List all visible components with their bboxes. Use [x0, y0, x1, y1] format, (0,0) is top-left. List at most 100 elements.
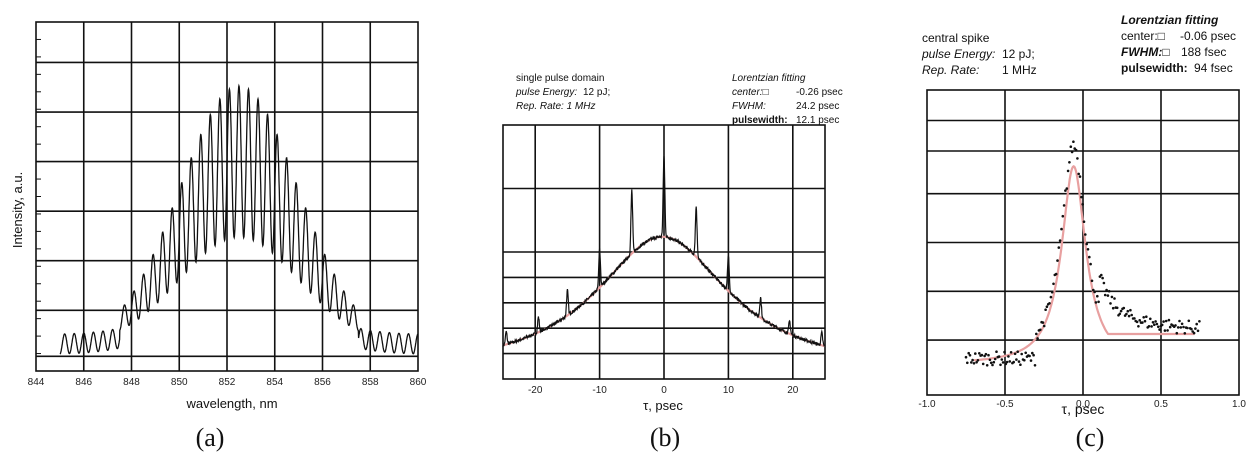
panel-c-point-83 [1074, 148, 1078, 152]
panel-c-frame [926, 89, 1240, 396]
panel-c-point-165 [1183, 332, 1187, 335]
panel-b-xtick-4: 20 [787, 385, 799, 396]
panel-c-point-144 [1155, 322, 1159, 326]
panel-c-point-20 [991, 363, 994, 367]
panel-b-fit-pulsewidth-label: pulsewidth: [732, 115, 788, 126]
panel-b-ticks: -20 -10 0 10 20 [528, 385, 799, 396]
panel-c-point-69 [1056, 259, 1059, 262]
panel-c-xtick-0: -1.0 [918, 399, 936, 410]
panel-c-point-63 [1048, 302, 1051, 305]
panel-c-point-92 [1086, 248, 1090, 251]
panel-c-point-42 [1020, 352, 1023, 356]
panel-c-point-175 [1196, 329, 1200, 333]
panel-c-point-150 [1163, 329, 1167, 332]
panel-c-fit-pulsewidth-label: pulsewidth: [1121, 61, 1188, 75]
panel-c-point-36 [1012, 360, 1015, 364]
panel-c-point-173 [1194, 327, 1197, 330]
panel-a-caption: (a) [196, 423, 225, 452]
panel-c-point-142 [1153, 323, 1156, 327]
panel-c-point-96 [1092, 288, 1095, 292]
panel-c-point-0 [964, 355, 968, 359]
panel-c-point-2 [967, 351, 970, 355]
panel-c-point-76 [1065, 187, 1069, 190]
panel-c-point-16 [985, 364, 989, 367]
panel-c-point-54 [1036, 337, 1039, 340]
panel-c-point-21 [992, 360, 996, 364]
panel-c-point-23 [995, 350, 998, 354]
panel-c-point-100 [1097, 300, 1100, 304]
panel-c-point-129 [1135, 320, 1139, 324]
panel-c-point-27 [1000, 358, 1004, 361]
panel-c-point-30 [1004, 362, 1008, 366]
panel-c-data-points [964, 140, 1201, 367]
panel-c-point-172 [1192, 331, 1196, 335]
panel-c-point-95 [1090, 279, 1094, 283]
panel-c-point-15 [984, 352, 988, 356]
panel-b-autocorrelation-line [502, 156, 825, 347]
panel-c-point-107 [1106, 294, 1110, 297]
panel-c-point-29 [1003, 350, 1006, 354]
panel-a-spectrum-line [59, 83, 419, 355]
panel-c-point-71 [1058, 239, 1062, 242]
panel-c-point-77 [1066, 169, 1070, 173]
panel-c-point-48 [1028, 354, 1031, 358]
panel-b-ann-energy-label: pulse Energy: [515, 87, 577, 98]
panel-c-point-32 [1007, 355, 1010, 358]
panel-c-point-58 [1041, 321, 1045, 324]
panel-c-point-146 [1158, 328, 1161, 331]
panel-c-point-12 [980, 353, 984, 357]
panel-c-point-70 [1057, 246, 1061, 249]
panel-c-ann-line1: central spike [922, 31, 990, 45]
panel-c-point-19 [989, 361, 993, 365]
panel-b-annotation-right: Lorentzian fitting center:□ -0.26 psec F… [732, 73, 843, 126]
panel-c-point-102 [1100, 273, 1103, 277]
panel-c-point-99 [1096, 294, 1099, 298]
panel-c-point-122 [1126, 309, 1130, 313]
panel-c-point-81 [1072, 140, 1075, 143]
panel-c-point-61 [1045, 305, 1049, 309]
panel-c-point-79 [1069, 145, 1073, 148]
panel-c-point-138 [1147, 325, 1151, 328]
panel-c-point-75 [1064, 189, 1067, 192]
panel-c-point-167 [1186, 326, 1189, 330]
panel-c-grid [927, 90, 1239, 395]
panel-c-point-149 [1162, 320, 1165, 323]
panel-c-xtick-3: 0.5 [1154, 399, 1168, 410]
panel-c-point-25 [997, 355, 1001, 358]
panel-c-point-14 [983, 354, 986, 358]
panel-c-point-97 [1093, 290, 1096, 294]
panel-c-point-104 [1102, 281, 1106, 285]
panel-c-point-87 [1080, 195, 1083, 199]
panel-c-xtick-4: 1.0 [1232, 399, 1246, 410]
panel-c-point-7 [974, 352, 977, 355]
panel-c-point-168 [1187, 319, 1191, 323]
panel-c-caption: (c) [1076, 423, 1105, 452]
panel-b-annotation-left: single pulse domain pulse Energy: 12 pJ;… [515, 73, 610, 112]
panel-c-point-125 [1130, 313, 1133, 317]
panel-c-point-60 [1044, 308, 1047, 312]
panel-a-xtick-0: 844 [28, 377, 45, 388]
panel-b-fit-fwhm-label: FWHM: [732, 101, 766, 112]
panel-c-point-140 [1150, 325, 1153, 328]
panel-c-point-85 [1077, 172, 1080, 176]
panel-c-point-18 [988, 358, 992, 362]
panel-c-point-174 [1195, 322, 1198, 326]
panel-c-point-88 [1081, 203, 1084, 206]
panel-b-fit-center-label: center:□ [732, 87, 769, 98]
panel-a: 844 846 848 850 852 854 856 858 860 Intensity, a… [10, 21, 427, 452]
panel-c-point-80 [1070, 150, 1074, 154]
panel-c-point-56 [1039, 328, 1042, 332]
panel-c-point-64 [1049, 295, 1053, 299]
panel-c-point-133 [1141, 321, 1144, 324]
panel-a-xtick-2: 848 [123, 377, 140, 388]
panel-c-point-86 [1078, 175, 1082, 178]
panel-c-point-116 [1118, 312, 1122, 316]
panel-c-point-148 [1160, 323, 1164, 327]
panel-c-point-17 [987, 353, 990, 357]
panel-a-xlabel: wavelength, nm [185, 396, 277, 411]
panel-c-point-34 [1009, 351, 1013, 354]
panel-c-point-1 [966, 361, 969, 365]
panel-c-fit-pulsewidth-value: 94 fsec [1194, 61, 1233, 75]
panel-c-point-160 [1176, 326, 1180, 329]
